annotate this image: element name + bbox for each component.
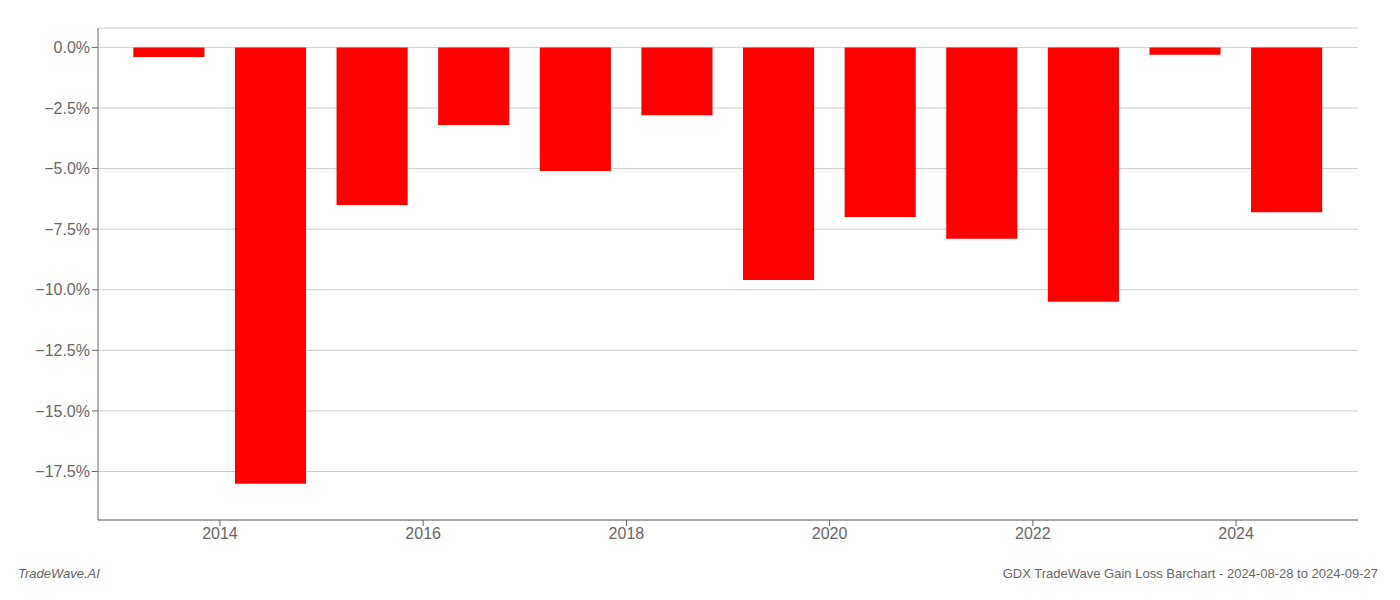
svg-text:−7.5%: −7.5% xyxy=(44,221,90,238)
svg-text:2024: 2024 xyxy=(1218,525,1254,542)
svg-text:2018: 2018 xyxy=(609,525,645,542)
svg-text:2022: 2022 xyxy=(1015,525,1051,542)
svg-text:2014: 2014 xyxy=(202,525,238,542)
svg-text:−15.0%: −15.0% xyxy=(35,403,90,420)
svg-text:−12.5%: −12.5% xyxy=(35,342,90,359)
html-text:TradeWave.AI: TradeWave.AI xyxy=(18,566,100,581)
svg-text:−5.0%: −5.0% xyxy=(44,160,90,177)
svg-text:2020: 2020 xyxy=(812,525,848,542)
svg-text:0.0%: 0.0% xyxy=(54,39,90,56)
html-text:GDX TradeWave Gain Loss Barcha: GDX TradeWave Gain Loss Barchart - 2024-… xyxy=(1002,566,1378,581)
svg-text:−10.0%: −10.0% xyxy=(35,281,90,298)
svg-text:−2.5%: −2.5% xyxy=(44,100,90,117)
svg-text:−17.5%: −17.5% xyxy=(35,463,90,480)
svg-text:2016: 2016 xyxy=(405,525,441,542)
